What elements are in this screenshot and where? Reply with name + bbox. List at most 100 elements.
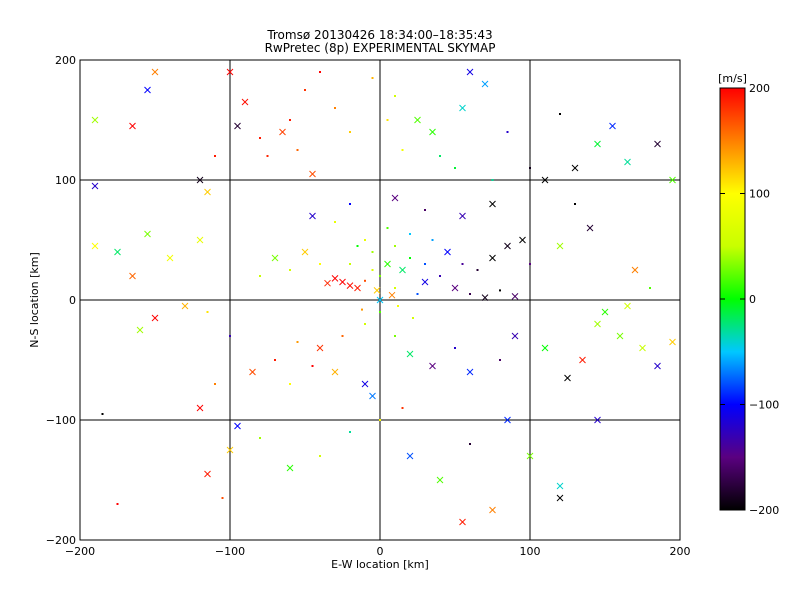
data-point-x [234, 122, 241, 130]
data-point-x [594, 416, 601, 424]
data-point-dot [364, 323, 366, 325]
data-point-dot [259, 437, 261, 439]
data-point-dot [206, 311, 209, 313]
data-point-dot [439, 275, 441, 277]
data-point-x [144, 230, 151, 238]
data-point-dot [409, 257, 411, 259]
data-point-x [639, 344, 646, 352]
data-point-x [669, 338, 676, 346]
data-point-x [654, 362, 661, 370]
colorbar-ticks: −200 −100 0 100 200 [720, 82, 779, 517]
data-point-x [144, 86, 151, 94]
data-point-x [373, 287, 381, 294]
data-point-dot [394, 95, 396, 97]
data-point-x [481, 80, 489, 88]
data-point-x [234, 422, 241, 430]
x-tick-label: 100 [520, 545, 541, 558]
data-point-x [601, 308, 609, 316]
data-point-dot [469, 443, 471, 445]
x-tick-label: 0 [377, 545, 384, 558]
data-point-x [91, 182, 99, 190]
data-point-dot [259, 137, 261, 139]
y-tick-label: −100 [46, 414, 76, 427]
data-point-x [114, 248, 121, 256]
data-point-x [556, 242, 564, 250]
data-point-x [466, 368, 474, 376]
data-point-x [429, 128, 436, 136]
data-point-x [376, 296, 384, 304]
data-point-x [564, 374, 571, 382]
data-point-dot [371, 251, 374, 253]
data-point-x [384, 260, 391, 268]
data-point-dot [386, 227, 389, 229]
data-point-dot [229, 335, 231, 337]
data-point-x [324, 279, 331, 287]
data-point-x [91, 242, 99, 250]
data-point-dot [499, 359, 501, 361]
axis-ticks: −200 −100 0 100 200 −200 −100 0 100 200 [46, 54, 691, 558]
data-point-x [519, 236, 526, 244]
data-point-x [541, 176, 549, 184]
chart-subtitle: RwPretec (8p) EXPERIMENTAL SKYMAP [264, 41, 496, 55]
data-point-dot [274, 359, 276, 361]
data-point-dot [304, 89, 306, 91]
data-point-dot [649, 287, 651, 289]
data-point-x [421, 278, 429, 286]
data-point-dot [356, 245, 359, 247]
data-point-x [339, 278, 346, 286]
data-point-x [556, 482, 564, 490]
data-point-x [279, 128, 286, 136]
data-point-x [136, 326, 144, 334]
data-point-dot [439, 155, 441, 157]
data-point-dot [379, 275, 381, 277]
data-point-dot [401, 149, 404, 151]
data-point-dot [379, 311, 381, 313]
colorbar-tick-label: 200 [749, 82, 770, 95]
colorbar-tick-label: 0 [749, 293, 756, 306]
data-point-x [571, 164, 579, 172]
data-point-dot [214, 383, 216, 385]
data-point-dot [296, 149, 299, 151]
data-point-dot [476, 269, 479, 271]
data-point-x [586, 224, 594, 232]
data-point-dot [319, 263, 321, 265]
data-point-x [489, 200, 496, 208]
data-point-dot [289, 119, 291, 121]
data-point-dot [409, 233, 411, 235]
data-point-x [481, 294, 489, 301]
data-point-x [511, 332, 519, 340]
data-point-dot [266, 155, 269, 157]
data-point-x [166, 254, 174, 262]
data-point-x [579, 356, 586, 364]
data-point-dot [491, 179, 494, 181]
chart-title: Tromsø 20130426 18:34:00–18:35:43 [267, 28, 493, 42]
data-point-dot [506, 131, 509, 133]
data-point-dot [221, 497, 224, 499]
x-tick-label: −100 [215, 545, 245, 558]
data-point-dot [371, 269, 374, 271]
data-point-dot [349, 131, 351, 133]
data-point-dot [499, 289, 501, 292]
colorbar-tick-label: −200 [749, 504, 779, 517]
data-point-x [286, 464, 294, 472]
data-point-x [429, 362, 436, 370]
data-point-dot [574, 203, 576, 205]
data-point-x [624, 158, 631, 166]
data-point-x [181, 302, 189, 310]
data-point-dot [401, 407, 404, 409]
data-point-x [444, 248, 451, 256]
data-point-dot [416, 293, 419, 295]
data-point-dot [289, 383, 291, 385]
data-point-x [489, 254, 496, 262]
data-point-x [196, 176, 204, 184]
data-point-dot [361, 308, 363, 311]
data-point-dot [469, 293, 471, 295]
data-point-dot [461, 263, 464, 265]
data-point-x [526, 452, 534, 460]
data-point-x [241, 98, 249, 106]
data-point-dot [529, 167, 531, 169]
data-point-x [459, 212, 466, 220]
data-point-dot [397, 305, 399, 307]
colorbar-tick-label: 100 [749, 188, 770, 201]
